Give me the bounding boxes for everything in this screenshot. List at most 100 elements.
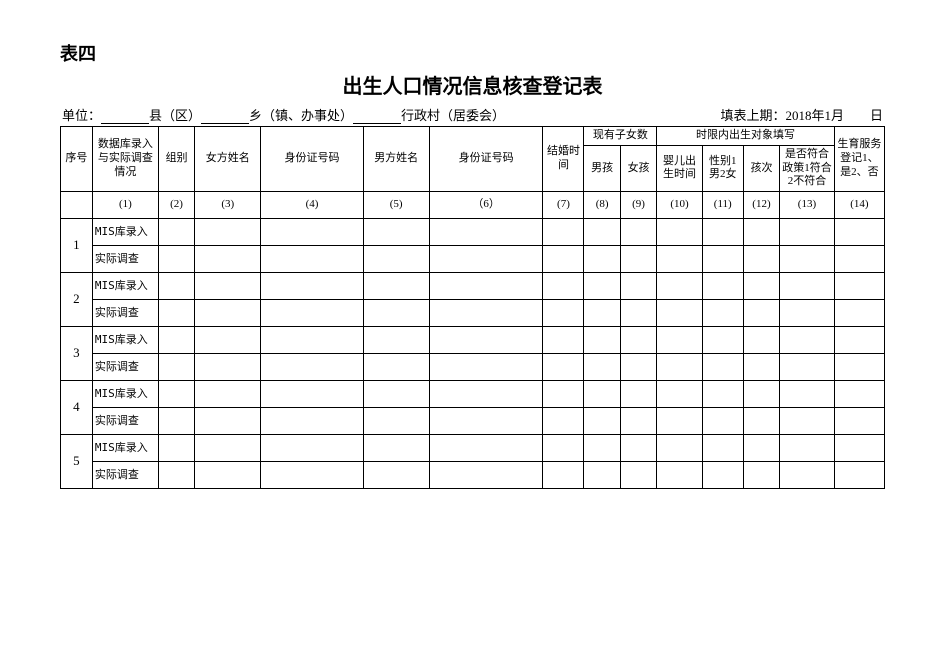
cell — [620, 354, 656, 381]
cell — [584, 273, 620, 300]
cell — [657, 327, 703, 354]
cell — [429, 354, 543, 381]
cell — [261, 327, 363, 354]
cell — [195, 246, 261, 273]
cell — [158, 219, 194, 246]
form-title: 出生人口情况信息核查登记表 — [60, 70, 885, 99]
colnum-12: (12) — [743, 192, 779, 219]
cell — [743, 246, 779, 273]
cell — [657, 435, 703, 462]
cell — [158, 273, 194, 300]
cell — [620, 462, 656, 489]
cell — [620, 327, 656, 354]
cell — [743, 219, 779, 246]
cell — [834, 381, 884, 408]
th-birth-time: 婴儿出生时间 — [657, 145, 703, 191]
cell — [743, 327, 779, 354]
cell — [543, 462, 584, 489]
cell — [834, 354, 884, 381]
cell — [657, 300, 703, 327]
cell — [780, 273, 835, 300]
colnum-3: (3) — [195, 192, 261, 219]
cell — [429, 273, 543, 300]
cell — [543, 408, 584, 435]
cell — [834, 408, 884, 435]
cell — [158, 462, 194, 489]
row3-survey: 实际调查 — [92, 354, 158, 381]
colnum-2: (2) — [158, 192, 194, 219]
cell — [195, 462, 261, 489]
county-suffix: 县（区） — [149, 108, 201, 123]
th-seq: 序号 — [61, 127, 93, 192]
cell — [261, 435, 363, 462]
colnum-13: (13) — [780, 192, 835, 219]
row2-mis: MIS库录入 — [92, 273, 158, 300]
th-boy: 男孩 — [584, 145, 620, 191]
meta-row: 单位：县（区）乡（镇、办事处）行政村（居委会） 填表上期：2018年1月 日 — [60, 105, 885, 124]
cell — [780, 300, 835, 327]
town-suffix: 乡（镇、办事处） — [249, 108, 353, 123]
th-girl: 女孩 — [620, 145, 656, 191]
cell — [702, 246, 743, 273]
colnum-7: (7) — [543, 192, 584, 219]
cell — [620, 246, 656, 273]
th-service: 生育服务登记1、是2、否 — [834, 127, 884, 192]
th-birth-fill: 时限内出生对象填写 — [657, 127, 835, 146]
cell — [584, 435, 620, 462]
cell — [620, 435, 656, 462]
cell — [261, 381, 363, 408]
meta-left: 单位：县（区）乡（镇、办事处）行政村（居委会） — [62, 105, 505, 124]
cell — [363, 381, 429, 408]
cell — [543, 435, 584, 462]
colnum-8: (8) — [584, 192, 620, 219]
cell — [158, 327, 194, 354]
cell — [620, 219, 656, 246]
village-suffix: 行政村（居委会） — [401, 108, 505, 123]
cell — [620, 300, 656, 327]
cell — [363, 435, 429, 462]
cell — [702, 462, 743, 489]
cell — [743, 408, 779, 435]
cell — [158, 354, 194, 381]
cell — [363, 300, 429, 327]
cell — [429, 300, 543, 327]
cell — [657, 354, 703, 381]
cell — [363, 462, 429, 489]
cell — [543, 246, 584, 273]
cell — [363, 354, 429, 381]
cell — [195, 435, 261, 462]
cell — [429, 408, 543, 435]
colnum-1: (1) — [92, 192, 158, 219]
cell — [261, 300, 363, 327]
cell — [429, 381, 543, 408]
th-db: 数据库录入与实际调查情况 — [92, 127, 158, 192]
th-policy: 是否符合政策1符合2不符合 — [780, 145, 835, 191]
th-group: 组别 — [158, 127, 194, 192]
cell — [261, 246, 363, 273]
cell — [195, 219, 261, 246]
cell — [363, 327, 429, 354]
colnum-6: （6） — [429, 192, 543, 219]
blank-county — [101, 109, 149, 124]
cell — [195, 408, 261, 435]
colnum-14: (14) — [834, 192, 884, 219]
cell — [584, 354, 620, 381]
registration-table: 序号 数据库录入与实际调查情况 组别 女方姓名 身份证号码 男方姓名 身份证号码… — [60, 126, 885, 489]
cell — [158, 300, 194, 327]
th-children: 现有子女数 — [584, 127, 657, 146]
cell — [702, 381, 743, 408]
cell — [543, 273, 584, 300]
cell — [195, 273, 261, 300]
cell — [702, 219, 743, 246]
cell — [657, 381, 703, 408]
cell — [834, 273, 884, 300]
cell — [543, 327, 584, 354]
cell — [620, 273, 656, 300]
cell — [429, 246, 543, 273]
cell — [584, 327, 620, 354]
cell — [620, 381, 656, 408]
row4-mis: MIS库录入 — [92, 381, 158, 408]
th-mid: 身份证号码 — [429, 127, 543, 192]
cell — [657, 219, 703, 246]
cell — [584, 381, 620, 408]
